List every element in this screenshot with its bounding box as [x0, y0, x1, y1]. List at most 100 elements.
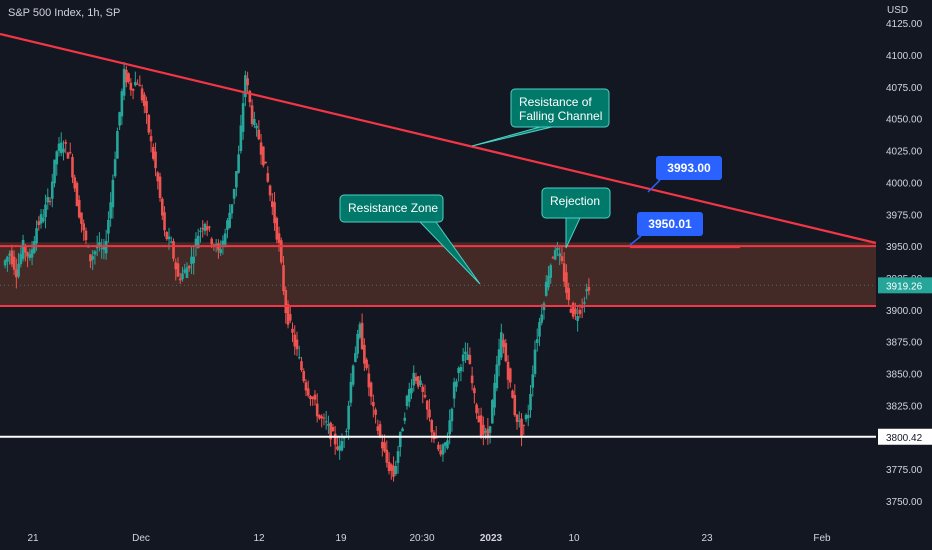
candle-body [68, 152, 72, 154]
candle-body [183, 269, 187, 273]
candle-body [192, 256, 196, 264]
candle-body [37, 221, 41, 226]
candle-body [383, 442, 386, 452]
candle-body [580, 306, 584, 308]
candle-body [547, 275, 550, 288]
current-price-badge [878, 277, 932, 294]
candle-body [176, 263, 180, 277]
candle-body [385, 449, 389, 463]
candle-body [493, 382, 496, 408]
candle-body [354, 353, 357, 363]
candle-body [452, 382, 456, 399]
candle-body [315, 403, 319, 417]
candle-body [500, 332, 503, 358]
candle-body [338, 445, 341, 451]
candle-body [356, 333, 359, 354]
candle-body [44, 204, 47, 218]
candle-body [19, 253, 23, 265]
candle-body [473, 388, 476, 394]
candle-body [434, 437, 438, 439]
candle-body [109, 202, 112, 219]
price-label-3993-pointer [647, 179, 661, 193]
candle-body [91, 256, 94, 260]
candle-body [275, 218, 279, 240]
candle-body [235, 171, 238, 188]
candle-body [457, 367, 460, 373]
candle-body [102, 246, 106, 250]
candle-body [560, 256, 564, 262]
candle-body [107, 219, 110, 234]
candle-body [464, 351, 467, 355]
y-tick-label: 3850.00 [886, 370, 923, 381]
candle-body [145, 101, 148, 114]
candle-body [259, 142, 263, 155]
candle-body [421, 386, 425, 392]
candle-body [262, 146, 265, 166]
candle-body [111, 179, 115, 208]
candle-body [551, 257, 555, 259]
candle-body [358, 324, 362, 338]
candle-body [199, 230, 202, 232]
candle-body [237, 154, 240, 173]
y-tick-label: 4075.00 [886, 83, 923, 94]
callout-rejection[interactable]: Rejection [541, 187, 611, 249]
candle-body [138, 85, 142, 87]
candle-body [437, 444, 440, 450]
candle-body [567, 288, 570, 301]
candle-body [284, 290, 288, 314]
candle-body [71, 157, 74, 178]
candle-body [441, 444, 445, 455]
candle-body [160, 198, 164, 216]
candle-body [486, 428, 490, 439]
candle-body [506, 361, 510, 380]
candle-body [255, 125, 258, 129]
candle-body [219, 249, 222, 253]
candle-body [311, 397, 315, 399]
candle-body [55, 151, 59, 165]
candle-body [26, 252, 29, 257]
candle-body [3, 260, 7, 266]
resistance-zone [0, 242, 876, 307]
candle-body [187, 265, 191, 269]
candle-body [459, 366, 463, 372]
candle-body [127, 73, 130, 82]
candle-body [508, 368, 512, 383]
callout-falling-channel-box [510, 88, 610, 128]
callout-resistance-zone[interactable]: Resistance Zone [339, 194, 481, 285]
candle-body [223, 233, 227, 245]
candle-body [244, 75, 247, 98]
x-tick-label: 19 [335, 533, 347, 544]
candle-body [369, 382, 373, 397]
candle-body [396, 451, 400, 463]
candle-body [158, 176, 162, 199]
candle-body [80, 212, 83, 224]
callout-rejection-box [541, 187, 611, 219]
candle-body [35, 228, 38, 244]
y-tick-label: 3750.00 [886, 497, 923, 508]
candle-body [423, 395, 427, 398]
candle-body [349, 381, 353, 403]
candle-body [122, 68, 126, 96]
candle-body [576, 316, 579, 321]
candle-body [300, 361, 303, 371]
candle-body [8, 253, 11, 256]
candle-body [295, 339, 299, 350]
y-tick-label: 4000.00 [886, 178, 923, 189]
x-tick-label: 12 [253, 533, 265, 544]
candle-body [226, 220, 229, 230]
candle-body [163, 212, 166, 231]
candle-body [196, 235, 200, 249]
candle-body [347, 405, 350, 430]
candle-body [333, 433, 337, 445]
candle-body [53, 159, 56, 184]
candle-body [174, 262, 178, 270]
candle-body [327, 424, 330, 426]
candle-body [578, 309, 582, 315]
price-label-3993-box [656, 156, 722, 180]
candle-body [208, 226, 211, 228]
y-tick-label: 3900.00 [886, 306, 923, 317]
candle-body [48, 200, 52, 202]
